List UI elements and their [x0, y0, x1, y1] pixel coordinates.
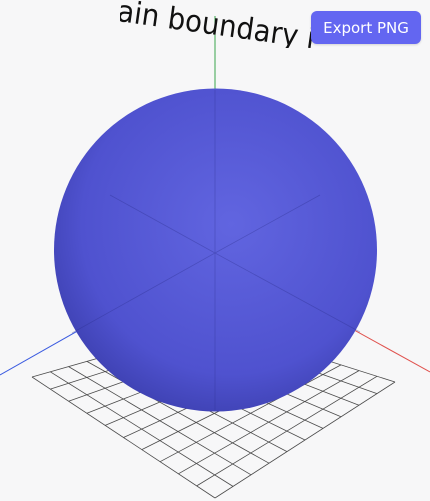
grid-line: [31, 376, 216, 499]
axis-through-sphere: [71, 90, 361, 410]
sphere-mesh[interactable]: [54, 88, 377, 412]
grid-line: [196, 375, 378, 487]
grid-line: [178, 370, 360, 475]
grid-line: [68, 366, 252, 476]
grid-line: [214, 381, 396, 499]
export-png-button[interactable]: Export PNG: [311, 11, 421, 44]
grid-line: [50, 371, 234, 487]
grid-line: [159, 364, 342, 463]
grid-line: [86, 361, 270, 464]
